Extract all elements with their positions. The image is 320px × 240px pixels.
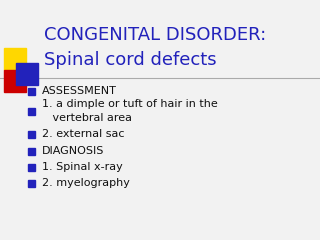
Text: CONGENITAL DISORDER:: CONGENITAL DISORDER: [44, 26, 266, 44]
Bar [28, 88, 35, 95]
Bar [28, 148, 35, 155]
Text: DIAGNOSIS: DIAGNOSIS [42, 146, 104, 156]
Text: Spinal cord defects: Spinal cord defects [44, 51, 217, 69]
Text: 1. Spinal x-ray: 1. Spinal x-ray [42, 162, 123, 172]
Text: 1. a dimple or tuft of hair in the
   vertebral area: 1. a dimple or tuft of hair in the verte… [42, 99, 218, 123]
Text: 2. external sac: 2. external sac [42, 129, 124, 139]
Bar [28, 164, 35, 171]
Bar [28, 180, 35, 187]
Text: ASSESSMENT: ASSESSMENT [42, 86, 117, 96]
Text: 2. myelography: 2. myelography [42, 178, 130, 188]
Bar [16, 63, 38, 85]
Bar [28, 131, 35, 138]
Bar [4, 70, 26, 92]
Bar [4, 48, 26, 70]
Bar [28, 108, 35, 115]
